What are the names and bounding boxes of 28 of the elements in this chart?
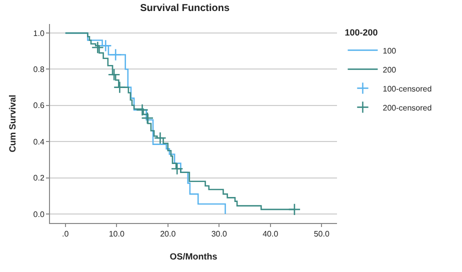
legend-label: 200-censored <box>382 103 432 112</box>
x-tick-label: 20.0 <box>160 230 176 239</box>
y-tick-label: 0.8 <box>33 65 45 74</box>
point <box>91 41 104 54</box>
point <box>109 48 122 61</box>
point <box>288 203 301 216</box>
chart-title: Survival Functions <box>140 3 230 14</box>
point <box>170 162 184 175</box>
y-tick-label: 0.0 <box>33 210 45 219</box>
x-tick-label: 50.0 <box>314 230 330 239</box>
legend-label: 100-censored <box>382 84 432 94</box>
legend-title: 100-200 <box>344 28 378 38</box>
x-tick-label: 30.0 <box>211 230 228 239</box>
legend-label: 200 <box>382 65 397 74</box>
legend-label: 100 <box>382 46 397 56</box>
x-axis-title: OS/Months <box>170 251 218 262</box>
x-tick-label: 10.0 <box>108 230 125 239</box>
y-axis-title: Cum Survival <box>8 94 18 152</box>
y-tick-label: 0.2 <box>33 174 45 183</box>
point <box>154 132 166 144</box>
point <box>113 81 126 94</box>
x-tick-label: 40.0 <box>262 230 279 239</box>
x-tick-label: .0 <box>62 230 70 239</box>
y-tick-label: 0.6 <box>33 101 45 110</box>
point <box>99 39 112 52</box>
y-tick-label: 1.0 <box>33 28 45 38</box>
point <box>108 68 120 81</box>
y-tick-label: 0.4 <box>33 137 45 146</box>
